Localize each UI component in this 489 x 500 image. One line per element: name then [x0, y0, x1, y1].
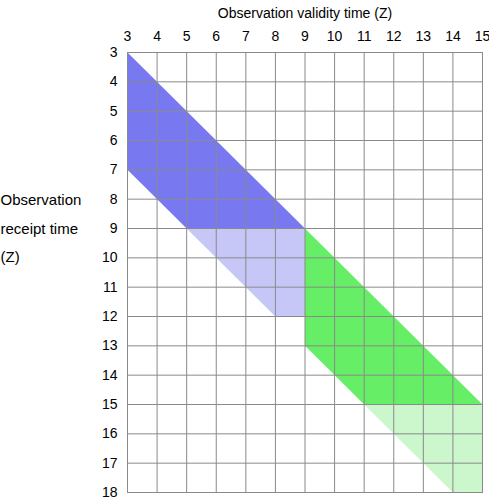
svg-text:6: 6	[212, 28, 220, 44]
svg-text:3: 3	[110, 44, 118, 60]
svg-text:9: 9	[301, 28, 309, 44]
svg-text:10: 10	[327, 28, 343, 44]
svg-text:3: 3	[124, 28, 132, 44]
svg-text:8: 8	[272, 28, 280, 44]
svg-text:16: 16	[102, 425, 118, 441]
svg-text:11: 11	[103, 279, 118, 295]
svg-text:15: 15	[102, 396, 118, 412]
svg-text:11: 11	[357, 28, 372, 44]
svg-text:5: 5	[110, 103, 118, 119]
svg-text:Observation validity time (Z): Observation validity time (Z)	[218, 5, 392, 21]
svg-text:12: 12	[102, 308, 118, 324]
svg-text:7: 7	[110, 161, 118, 177]
svg-text:15: 15	[475, 28, 489, 44]
svg-text:9: 9	[110, 220, 118, 236]
svg-text:4: 4	[153, 28, 161, 44]
svg-text:13: 13	[416, 28, 432, 44]
svg-text:14: 14	[102, 367, 118, 383]
svg-text:13: 13	[102, 337, 118, 353]
svg-text:Observationreceipt time(Z): Observationreceipt time(Z)	[1, 191, 82, 265]
svg-text:7: 7	[242, 28, 250, 44]
svg-text:12: 12	[386, 28, 402, 44]
svg-text:17: 17	[102, 455, 118, 471]
svg-text:10: 10	[102, 249, 118, 265]
svg-text:4: 4	[110, 73, 118, 89]
svg-text:6: 6	[110, 132, 118, 148]
svg-text:5: 5	[183, 28, 191, 44]
svg-text:8: 8	[110, 191, 118, 207]
svg-text:18: 18	[102, 484, 118, 500]
svg-text:14: 14	[445, 28, 461, 44]
